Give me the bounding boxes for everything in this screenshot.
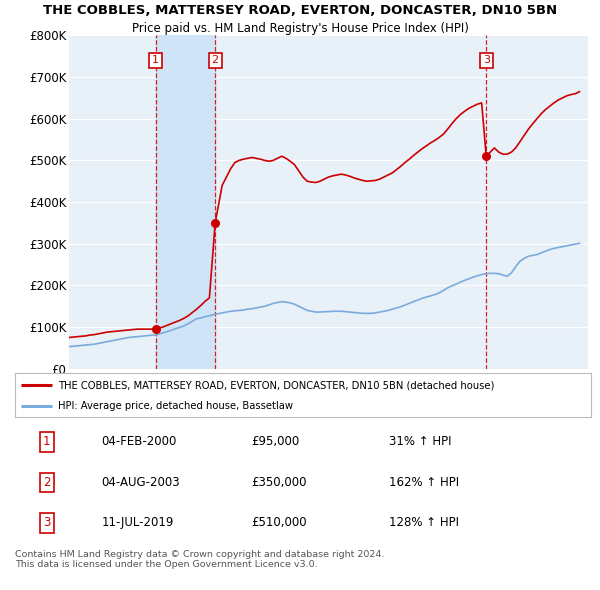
Text: 11-JUL-2019: 11-JUL-2019 xyxy=(101,516,174,529)
Text: 2: 2 xyxy=(43,476,50,489)
Text: Contains HM Land Registry data © Crown copyright and database right 2024.
This d: Contains HM Land Registry data © Crown c… xyxy=(15,550,385,569)
Text: 04-AUG-2003: 04-AUG-2003 xyxy=(101,476,180,489)
Text: 128% ↑ HPI: 128% ↑ HPI xyxy=(389,516,460,529)
Text: £95,000: £95,000 xyxy=(251,435,299,448)
Text: £350,000: £350,000 xyxy=(251,476,307,489)
Text: 1: 1 xyxy=(43,435,50,448)
Text: 162% ↑ HPI: 162% ↑ HPI xyxy=(389,476,460,489)
Text: THE COBBLES, MATTERSEY ROAD, EVERTON, DONCASTER, DN10 5BN (detached house): THE COBBLES, MATTERSEY ROAD, EVERTON, DO… xyxy=(58,381,494,390)
Bar xyxy=(155,35,215,369)
Text: 31% ↑ HPI: 31% ↑ HPI xyxy=(389,435,452,448)
Text: HPI: Average price, detached house, Bassetlaw: HPI: Average price, detached house, Bass… xyxy=(58,401,293,411)
Text: THE COBBLES, MATTERSEY ROAD, EVERTON, DONCASTER, DN10 5BN: THE COBBLES, MATTERSEY ROAD, EVERTON, DO… xyxy=(43,4,557,17)
Text: £510,000: £510,000 xyxy=(251,516,307,529)
Text: 3: 3 xyxy=(43,516,50,529)
Text: Price paid vs. HM Land Registry's House Price Index (HPI): Price paid vs. HM Land Registry's House … xyxy=(131,22,469,35)
Text: 04-FEB-2000: 04-FEB-2000 xyxy=(101,435,177,448)
Text: 3: 3 xyxy=(483,55,490,65)
Text: 2: 2 xyxy=(212,55,219,65)
Text: 1: 1 xyxy=(152,55,159,65)
